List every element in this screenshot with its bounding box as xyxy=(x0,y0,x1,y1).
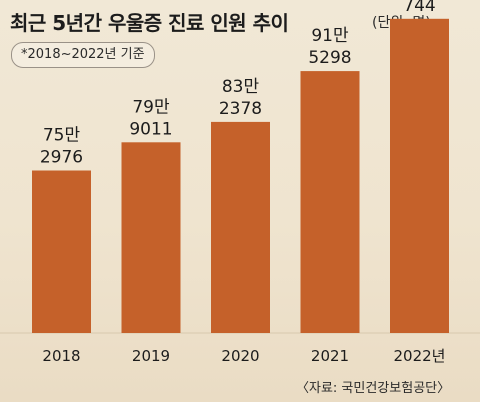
value-label-2019-line1: 79만 xyxy=(132,97,170,117)
value-label-2020-line1: 83만 xyxy=(222,77,260,97)
value-label-2021-line1: 91만 xyxy=(311,26,349,46)
x-tick-label-2020: 2020 xyxy=(221,347,259,365)
bar-2020 xyxy=(211,121,270,334)
value-label-2021-line2: 5298 xyxy=(308,48,351,68)
period-note: *2018~2022년 기준 xyxy=(11,42,155,68)
bar-2018 xyxy=(32,170,91,333)
value-label-2022년-line2: 744 xyxy=(403,0,435,16)
x-tick-label-2019: 2019 xyxy=(132,347,170,365)
x-tick-label-2018: 2018 xyxy=(42,347,80,365)
source-note: 〈자료: 국민건강보험공단〉 xyxy=(296,381,451,396)
bar-2022년 xyxy=(390,18,449,334)
value-label-2018-line2: 2976 xyxy=(40,148,83,168)
value-label-2018-line1: 75만 xyxy=(43,126,81,146)
x-tick-label-2021: 2021 xyxy=(311,347,349,365)
chart-title: 최근 5년간 우울증 진료 인원 추이 xyxy=(10,11,289,35)
bar-2019 xyxy=(121,142,181,333)
value-label-2020-line2: 2378 xyxy=(219,99,262,119)
value-label-2019-line2: 9011 xyxy=(129,119,172,139)
x-tick-label-2022년: 2022년 xyxy=(394,347,446,365)
bar-2021 xyxy=(300,71,360,333)
